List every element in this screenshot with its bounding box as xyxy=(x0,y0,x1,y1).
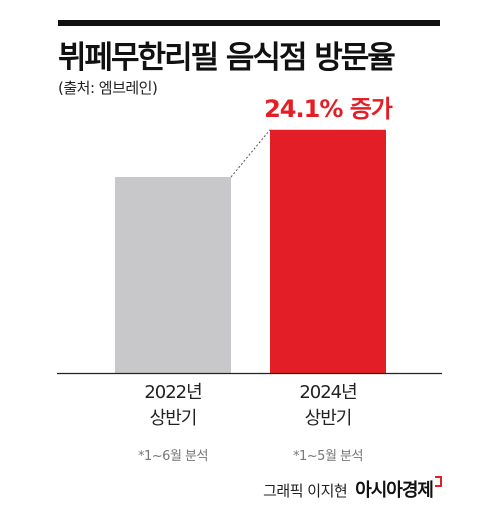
footer: 그래픽 이지현 아시아경제 xyxy=(263,476,442,502)
category-label-2-line-1: 2024년 xyxy=(299,382,356,403)
publisher-logo: 아시아경제 xyxy=(355,476,442,502)
category-note-2: *1~5월 분석 xyxy=(293,449,363,464)
chart-title: 뷔페무한리필 음식점 방문율 xyxy=(58,40,396,76)
change-annotation: 24.1% 증가 xyxy=(264,95,393,123)
category-label-2-line-2: 상반기 xyxy=(305,408,352,429)
category-label-1-line-1: 2022년 xyxy=(144,382,201,403)
logo-mark-icon xyxy=(435,476,442,487)
bar-2 xyxy=(270,129,386,373)
top-rule xyxy=(58,20,440,26)
graphic-credit: 그래픽 이지현 xyxy=(263,482,348,500)
category-label-1-line-2: 상반기 xyxy=(150,408,197,429)
increase-connector xyxy=(230,129,271,178)
source-note: (출처: 엠브레인) xyxy=(58,79,158,97)
category-note-1: *1~6월 분석 xyxy=(138,449,208,464)
bar-1 xyxy=(115,177,231,373)
